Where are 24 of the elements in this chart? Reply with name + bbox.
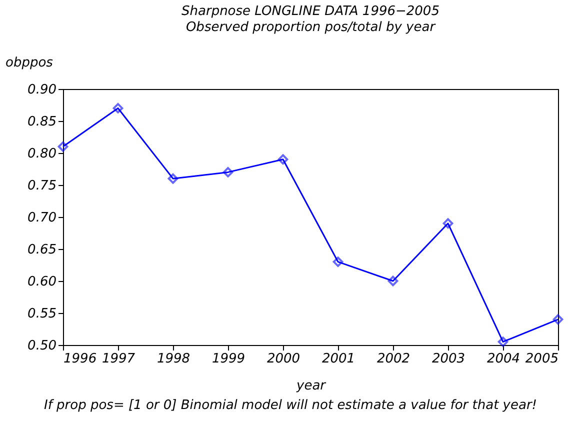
chart-subtitle: Observed proportion pos/total by year	[186, 20, 437, 35]
x-axis-title: year	[295, 378, 328, 394]
x-tick-label: 1996	[64, 352, 97, 366]
y-tick-label: 0.85	[28, 114, 56, 130]
y-tick-label: 0.60	[28, 274, 56, 290]
x-tick-label: 2003	[432, 352, 466, 366]
text: If prop pos= [1 or 0] Binomial model will not estimate a value for that year!	[44, 398, 538, 413]
x-tick-label: 1998	[156, 352, 190, 366]
x-tick-label: 1997	[102, 352, 136, 366]
x-tick-label: 2002	[376, 352, 410, 366]
y-tick-label: 0.50	[28, 338, 56, 354]
y-tick-label: 0.80	[28, 146, 56, 162]
chart-title: Sharpnose LONGLINE DATA 1996−2005	[182, 4, 440, 19]
y-tick-label: 0.90	[28, 82, 56, 98]
x-tick-label: 1999	[212, 352, 246, 366]
y-tick-label: 0.75	[28, 178, 56, 194]
y-tick-label: 0.65	[28, 242, 56, 258]
x-tick-label: 2004	[486, 352, 520, 366]
x-tick-label: 2005	[525, 352, 558, 366]
x-tick-label: 2000	[266, 352, 300, 366]
y-axis-title: obppos	[6, 56, 54, 70]
x-tick-label: 2001	[322, 352, 356, 366]
y-tick-label: 0.55	[28, 306, 56, 322]
y-tick-label: 0.70	[28, 210, 56, 226]
